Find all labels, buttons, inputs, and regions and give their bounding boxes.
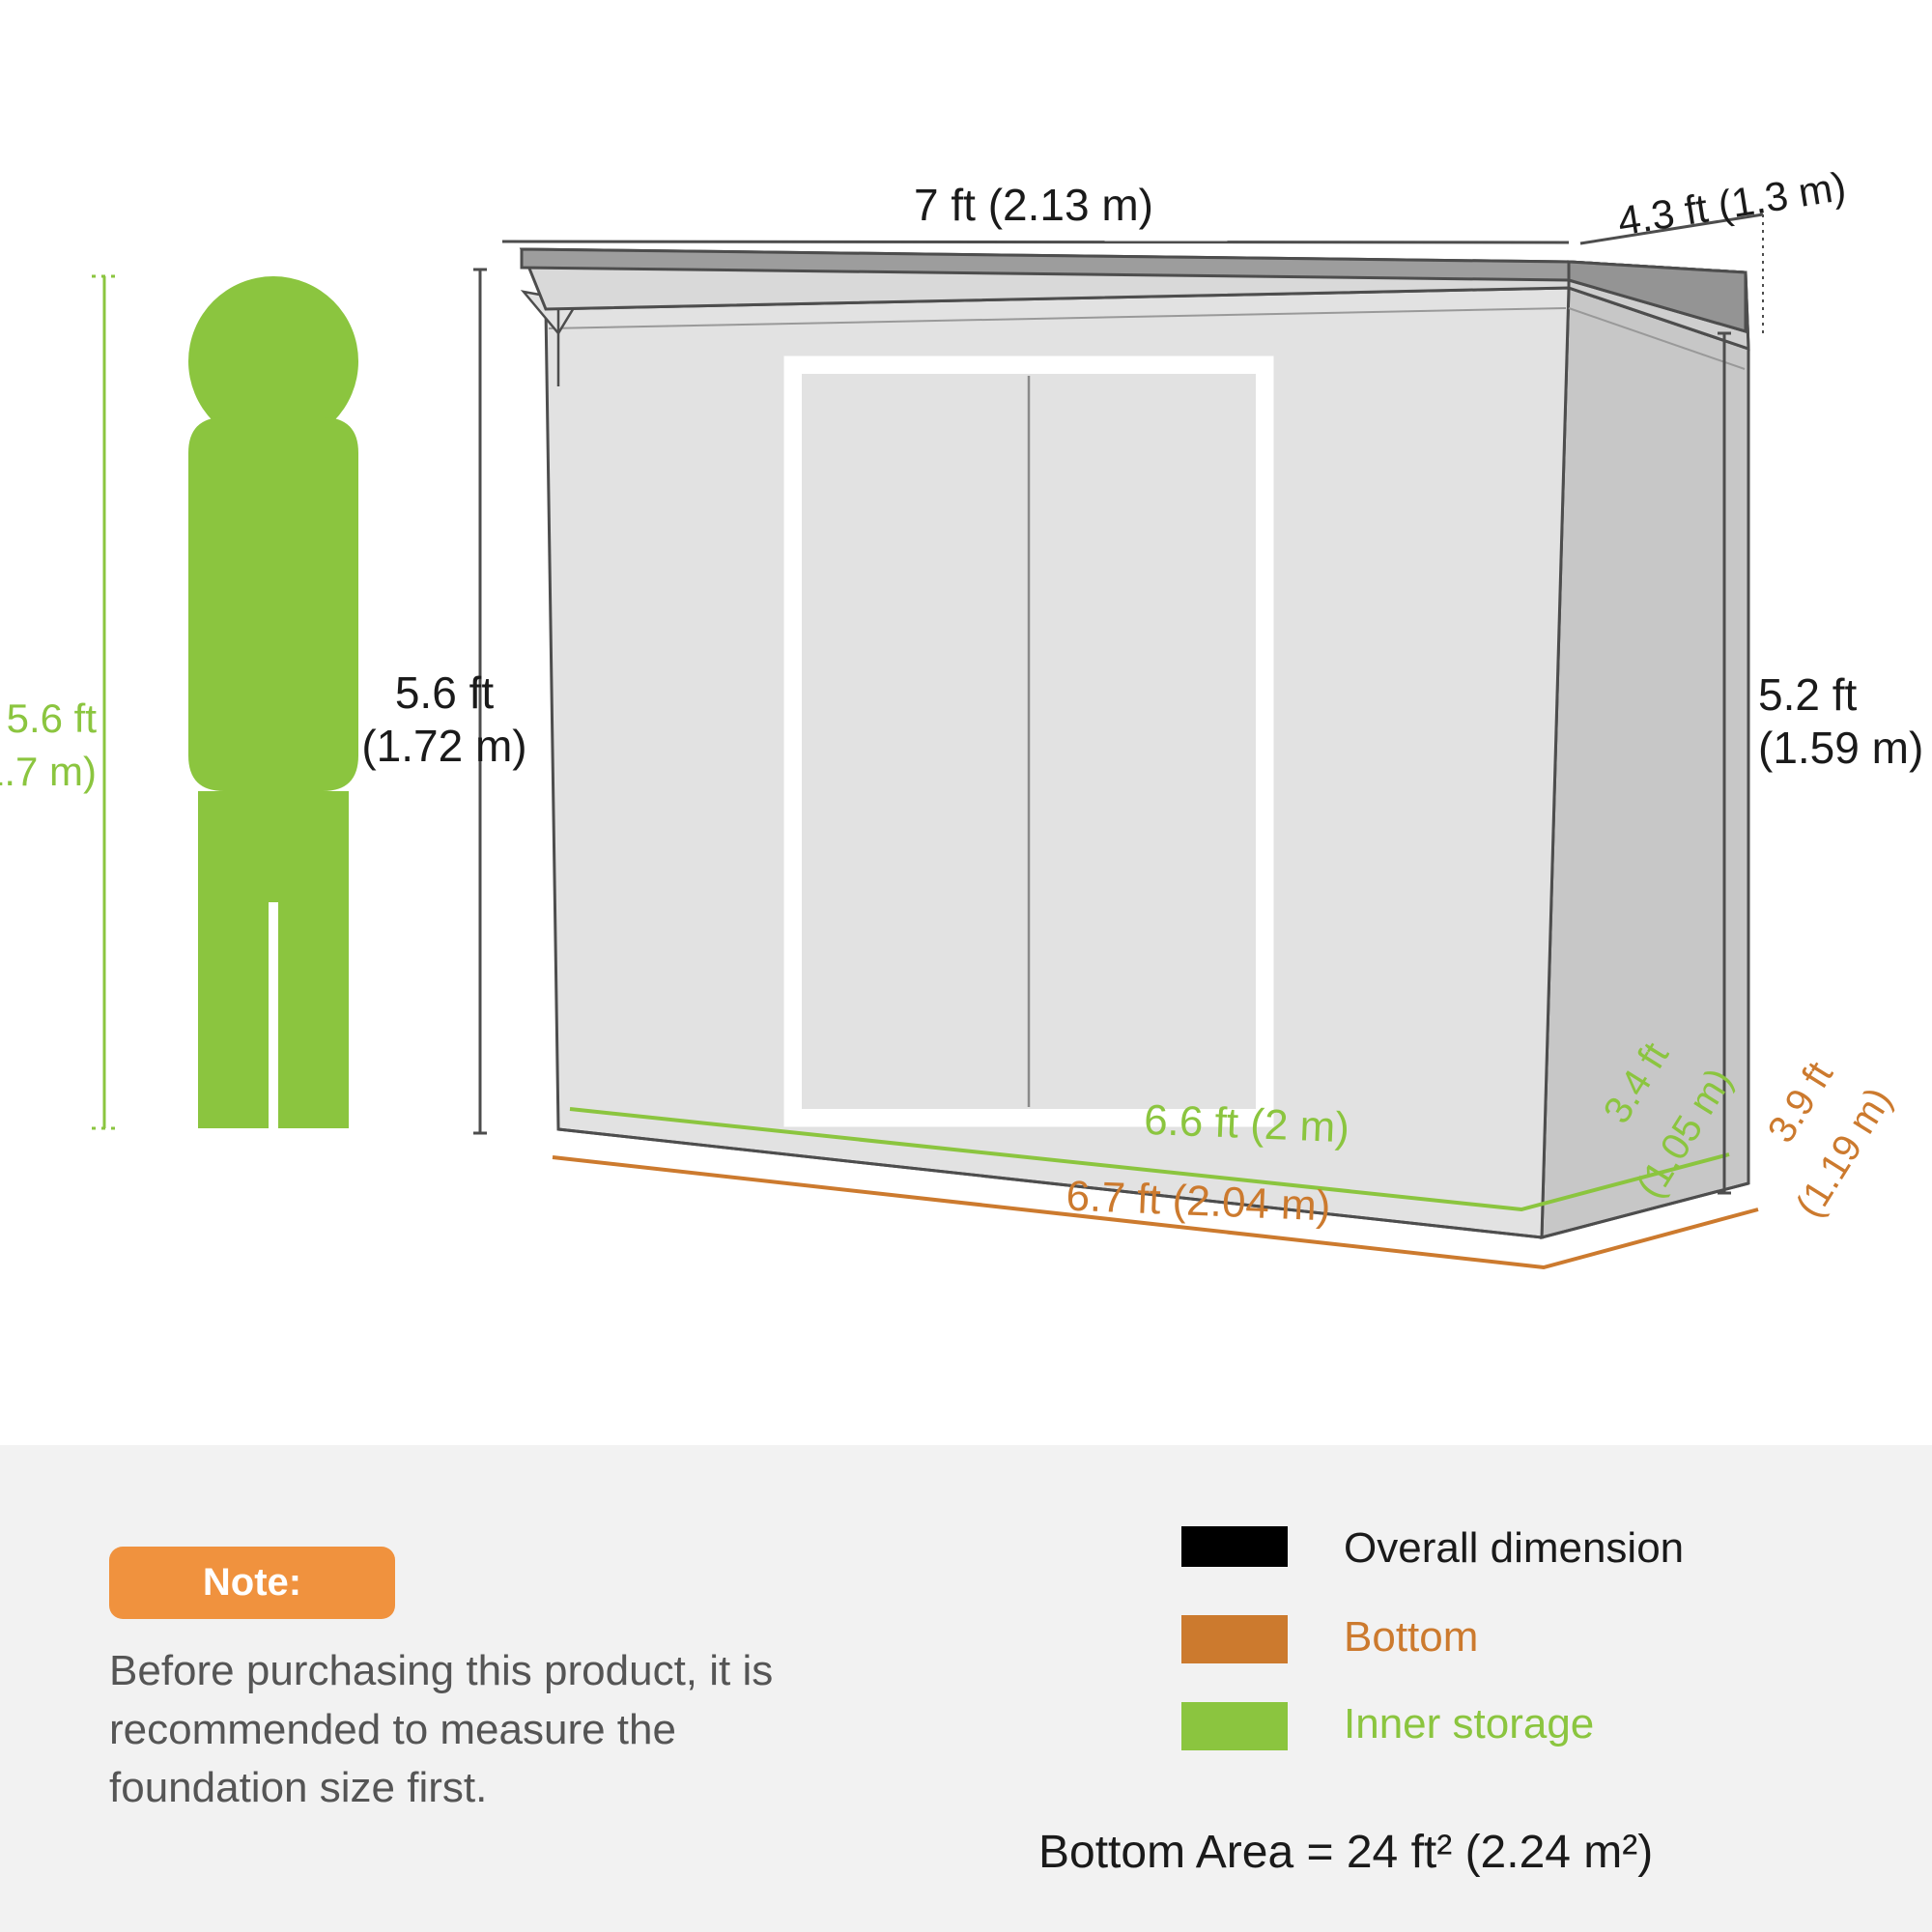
svg-text:6.7 ft (2.04 m): 6.7 ft (2.04 m) [1065,1173,1332,1231]
svg-text:7 ft (2.13 m): 7 ft (2.13 m) [914,180,1153,230]
svg-text:5.6 ft: 5.6 ft [395,668,495,718]
svg-text:6.6 ft (2 m): 6.6 ft (2 m) [1143,1096,1350,1151]
svg-text:(1.72 m): (1.72 m) [361,721,526,771]
svg-text:4.3 ft (1.3 m): 4.3 ft (1.3 m) [1614,163,1848,244]
svg-text:5.6 ft: 5.6 ft [7,696,98,741]
svg-text:(1.59 m): (1.59 m) [1758,723,1923,773]
svg-text:(1.7 m): (1.7 m) [0,749,97,794]
svg-text:5.2 ft: 5.2 ft [1758,669,1858,720]
